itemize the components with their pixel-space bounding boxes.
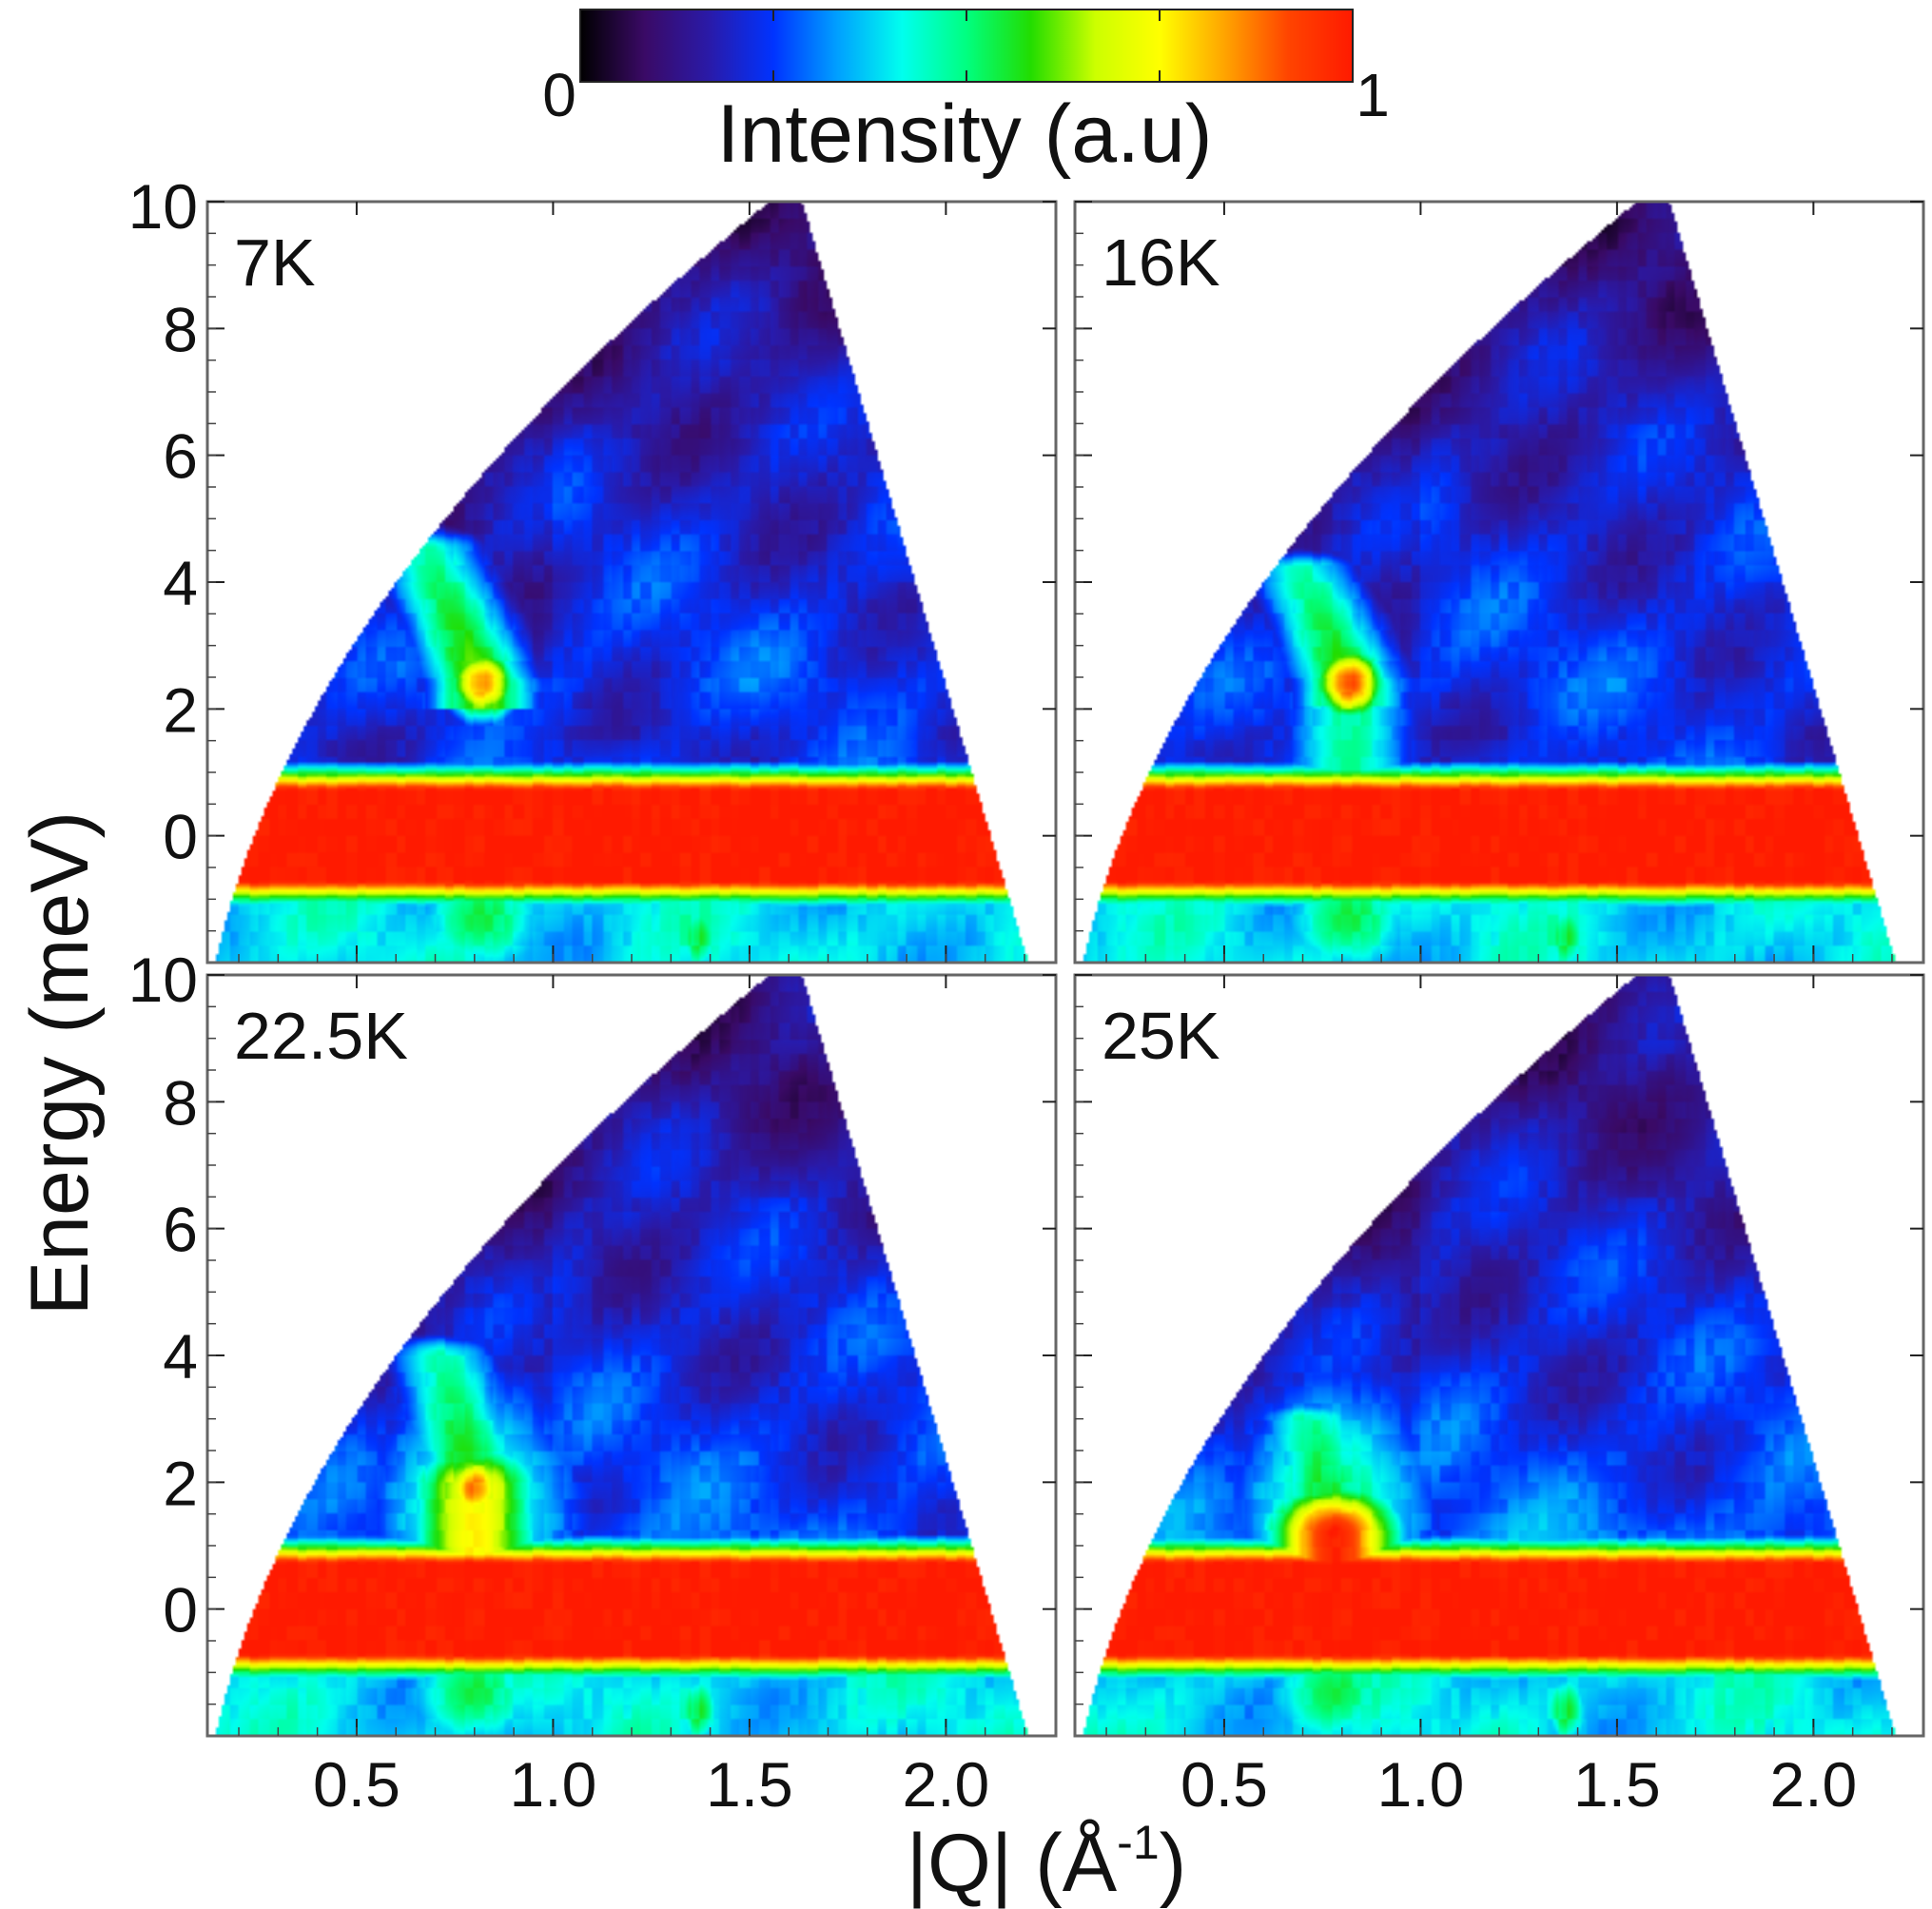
x-tick-label: 2.0 (902, 1749, 989, 1820)
heatmap-image (207, 202, 1056, 963)
colorbar-ticks (772, 10, 1161, 82)
colorbar-title: Intensity (a.u) (717, 88, 1213, 180)
temperature-label: 7K (234, 225, 316, 300)
x-axis-title-main: |Q| (Å (907, 1818, 1118, 1909)
panel-7k: 0 2 4 6 8 10 7K (128, 171, 1058, 964)
panel-22-5k: 0 2 4 6 8 10 0.5 1.0 1.5 2.0 22.5K (128, 945, 1058, 1820)
temperature-label: 22.5K (234, 999, 408, 1073)
panel-25k: 0.5 1.0 1.5 2.0 25K (1073, 973, 1925, 1820)
y-tick-label: 4 (163, 548, 198, 618)
y-tick-label: 0 (163, 1575, 198, 1646)
y-tick-label: 6 (163, 421, 198, 492)
panel-16k: 16K (1073, 200, 1925, 964)
y-tick-label: 0 (163, 802, 198, 872)
y-tick-label: 4 (163, 1321, 198, 1392)
y-tick-label: 8 (163, 294, 198, 364)
x-axis-title-sup: -1 (1117, 1816, 1159, 1869)
y-tick-label: 6 (163, 1195, 198, 1265)
y-tick-label: 10 (128, 945, 198, 1015)
x-tick-label: 0.5 (1181, 1749, 1268, 1820)
colorbar-max-label: 1 (1356, 61, 1390, 129)
x-axis-title: |Q| (Å-1) (907, 1816, 1187, 1909)
temperature-label: 25K (1102, 999, 1220, 1073)
temperature-label: 16K (1102, 225, 1220, 300)
heatmap-image (1075, 975, 1923, 1736)
x-tick-label: 0.5 (313, 1749, 400, 1820)
colorbar-min-label: 0 (542, 61, 576, 129)
heatmap-image (207, 975, 1056, 1736)
y-tick-label: 8 (163, 1067, 198, 1138)
x-tick-label: 1.5 (1573, 1749, 1661, 1820)
x-tick-label: 1.0 (1377, 1749, 1465, 1820)
heatmap-image (1075, 202, 1923, 963)
y-tick-label: 10 (128, 171, 198, 242)
x-tick-label: 1.0 (510, 1749, 597, 1820)
x-axis-title-close: ) (1160, 1818, 1187, 1909)
colorbar-gradient (579, 9, 1354, 83)
colorbar: 0 1 Intensity (a.u) (542, 9, 1390, 180)
x-tick-label: 1.5 (706, 1749, 793, 1820)
x-tick-label: 2.0 (1769, 1749, 1857, 1820)
y-tick-label: 2 (163, 674, 198, 745)
y-tick-label: 2 (163, 1448, 198, 1518)
y-axis-title: Energy (meV) (14, 811, 106, 1316)
